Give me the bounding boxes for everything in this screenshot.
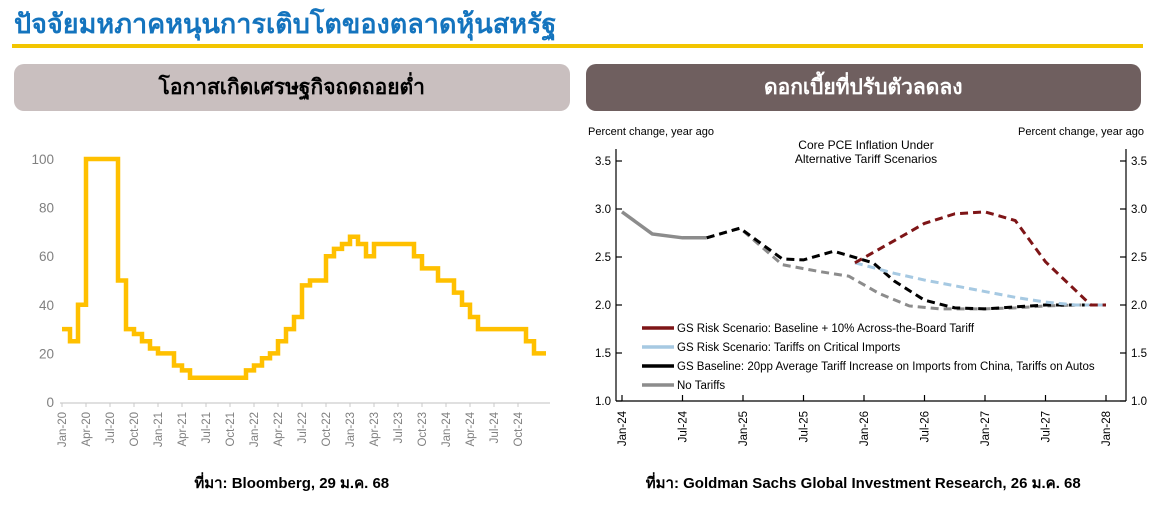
svg-text:GS Baseline: 20pp Average Tari: GS Baseline: 20pp Average Tariff Increas… bbox=[677, 361, 1095, 373]
svg-text:Oct-20: Oct-20 bbox=[129, 412, 141, 447]
svg-text:Percent change, year ago: Percent change, year ago bbox=[1018, 126, 1144, 138]
svg-text:Jan-28: Jan-28 bbox=[1101, 411, 1113, 446]
svg-text:3.0: 3.0 bbox=[595, 204, 611, 216]
svg-text:GS Risk Scenario: Baseline + 1: GS Risk Scenario: Baseline + 10% Across-… bbox=[677, 323, 975, 335]
svg-text:2.0: 2.0 bbox=[595, 300, 611, 312]
svg-text:2.5: 2.5 bbox=[595, 252, 611, 264]
svg-text:60: 60 bbox=[39, 250, 54, 265]
title-underline bbox=[12, 44, 1143, 49]
page-title: ปัจจัยมหภาคหนุนการเติบโตของตลาดหุ้นสหรัฐ bbox=[14, 9, 557, 39]
svg-text:Oct-22: Oct-22 bbox=[321, 412, 333, 447]
right-panel: ดอกเบี้ยที่ปรับตัวลดลง Percent change, y… bbox=[585, 64, 1147, 495]
svg-text:Jul-23: Jul-23 bbox=[393, 412, 405, 443]
svg-text:Apr-24: Apr-24 bbox=[465, 412, 477, 447]
left-panel: โอกาสเกิดเศรษฐกิจถดถอยต่ำ 0 20 40 60 80 100 Ja… bbox=[14, 64, 570, 495]
svg-text:Oct-21: Oct-21 bbox=[225, 412, 237, 447]
svg-text:Oct-23: Oct-23 bbox=[417, 412, 429, 447]
svg-text:Jul-22: Jul-22 bbox=[297, 412, 309, 443]
svg-text:Jul-21: Jul-21 bbox=[201, 412, 213, 443]
svg-text:Apr-20: Apr-20 bbox=[81, 412, 93, 447]
svg-text:3.5: 3.5 bbox=[1131, 156, 1147, 168]
svg-text:Core PCE Inflation Under: Core PCE Inflation Under bbox=[798, 138, 933, 152]
svg-text:Oct-24: Oct-24 bbox=[513, 412, 525, 447]
svg-text:Jul-27: Jul-27 bbox=[1040, 411, 1052, 442]
svg-text:Percent change, year ago: Percent change, year ago bbox=[588, 126, 714, 138]
svg-text:Jan-22: Jan-22 bbox=[249, 412, 261, 447]
svg-text:No Tariffs: No Tariffs bbox=[677, 380, 725, 392]
svg-text:40: 40 bbox=[39, 298, 54, 313]
left-source: ที่มา: Bloomberg, 29 ม.ค. 68 bbox=[194, 475, 390, 493]
svg-text:1.0: 1.0 bbox=[1131, 396, 1147, 408]
svg-text:3.5: 3.5 bbox=[595, 156, 611, 168]
svg-text:Jul-25: Jul-25 bbox=[798, 411, 810, 442]
svg-text:Alternative Tariff Scenarios: Alternative Tariff Scenarios bbox=[794, 152, 936, 166]
right-source: ที่มา: Goldman Sachs Global Investment R… bbox=[645, 475, 1081, 493]
svg-text:Jan-25: Jan-25 bbox=[738, 411, 750, 446]
svg-text:Jan-23: Jan-23 bbox=[345, 412, 357, 447]
svg-text:Jul-24: Jul-24 bbox=[489, 412, 501, 444]
svg-text:0: 0 bbox=[46, 395, 54, 410]
svg-text:3.0: 3.0 bbox=[1131, 204, 1147, 216]
svg-text:GS Risk Scenario: Tariffs on C: GS Risk Scenario: Tariffs on Critical Im… bbox=[677, 342, 901, 354]
svg-text:Apr-22: Apr-22 bbox=[273, 412, 285, 447]
svg-text:Jan-20: Jan-20 bbox=[57, 412, 69, 447]
panels-row: โอกาสเกิดเศรษฐกิจถดถอยต่ำ 0 20 40 60 80 100 Ja… bbox=[0, 64, 1155, 495]
right-panel-header: ดอกเบี้ยที่ปรับตัวลดลง bbox=[585, 64, 1141, 112]
svg-text:100: 100 bbox=[31, 152, 54, 167]
svg-text:1.5: 1.5 bbox=[1131, 348, 1147, 360]
svg-text:1.5: 1.5 bbox=[595, 348, 611, 360]
svg-text:Jan-27: Jan-27 bbox=[980, 411, 992, 446]
svg-text:Jan-24: Jan-24 bbox=[617, 411, 629, 447]
svg-text:2.0: 2.0 bbox=[1131, 300, 1147, 312]
svg-text:Apr-23: Apr-23 bbox=[369, 412, 381, 447]
svg-text:2.5: 2.5 bbox=[1131, 252, 1147, 264]
recession-probability-chart: 0 20 40 60 80 100 Jan-20 Apr-20 Jul-20 Oct-20 Jan-… bbox=[31, 152, 550, 448]
left-panel-header: โอกาสเกิดเศรษฐกิจถดถอยต่ำ bbox=[14, 64, 570, 112]
svg-text:20: 20 bbox=[39, 347, 54, 362]
svg-text:Jan-21: Jan-21 bbox=[153, 412, 165, 447]
svg-text:1.0: 1.0 bbox=[595, 396, 611, 408]
svg-text:Jan-24: Jan-24 bbox=[441, 412, 453, 448]
svg-text:Apr-21: Apr-21 bbox=[177, 412, 189, 447]
svg-text:80: 80 bbox=[39, 201, 54, 216]
core-pce-tariff-chart: Percent change, year ago Percent change, … bbox=[588, 126, 1147, 447]
svg-text:Jul-26: Jul-26 bbox=[919, 411, 931, 442]
svg-text:Jan-26: Jan-26 bbox=[859, 411, 871, 446]
svg-text:Jul-24: Jul-24 bbox=[677, 411, 689, 443]
svg-text:Jul-20: Jul-20 bbox=[105, 412, 117, 443]
